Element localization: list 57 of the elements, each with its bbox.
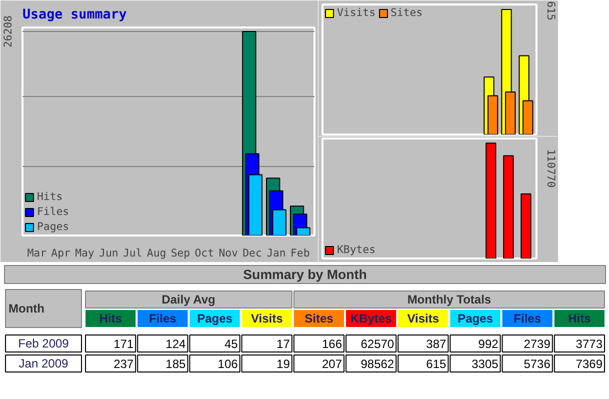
text: Month xyxy=(8,302,44,316)
x-tick-label: Dec xyxy=(242,246,262,260)
x-tick-label: Aug xyxy=(146,246,166,260)
data-label: 166 xyxy=(322,337,342,351)
data-label: 98562 xyxy=(360,357,394,371)
x-tick-label: Jan xyxy=(266,246,286,260)
data-label: 17 xyxy=(276,337,290,351)
data-label: 3773 xyxy=(576,337,603,351)
data-label: 185 xyxy=(166,357,186,371)
text: 110770 xyxy=(544,149,558,188)
text: Daily Avg xyxy=(162,292,216,306)
text: 615 xyxy=(544,1,558,20)
x-tick-label: Sites xyxy=(304,312,334,326)
y-tick-label: 26208 xyxy=(2,15,14,48)
x-tick-label: Hits xyxy=(568,312,592,326)
data-label: 45 xyxy=(224,337,238,351)
x-tick-label: Pages xyxy=(458,312,494,326)
chart-title: Usage summary xyxy=(22,8,127,22)
data-label: 3305 xyxy=(472,357,499,371)
x-tick-label: Jul xyxy=(122,246,142,260)
x-tick-label: Nov xyxy=(218,246,238,260)
x-tick-label: Mar xyxy=(27,246,48,260)
x-tick-label: Apr xyxy=(51,246,72,260)
data-label: 124 xyxy=(166,337,186,351)
legend-label: Sites xyxy=(390,6,423,19)
data-label: 237 xyxy=(114,357,134,371)
legend-label: Files xyxy=(37,205,70,218)
x-tick-label: Pages xyxy=(197,312,233,326)
x-tick-label: Files xyxy=(514,312,542,326)
legend-label: Visits xyxy=(337,6,376,19)
x-tick-label: Jun xyxy=(99,246,118,260)
data-label: 19 xyxy=(276,357,290,371)
x-tick-label: KBytes xyxy=(350,312,392,326)
x-tick-label: May xyxy=(75,246,94,260)
data-label: 171 xyxy=(114,337,134,351)
data-label: 207 xyxy=(322,357,342,371)
data-label: 7369 xyxy=(576,357,603,371)
chart-title: Summary by Month xyxy=(243,267,367,282)
x-tick-label: Oct xyxy=(194,246,214,260)
data-label: 5736 xyxy=(524,357,551,371)
data-label: 2739 xyxy=(524,337,551,351)
x-tick-label: Hits xyxy=(99,312,122,326)
data-label: 992 xyxy=(478,337,499,351)
x-tick-label: Visits xyxy=(250,312,284,326)
data-label: 387 xyxy=(426,337,447,351)
data-label: 106 xyxy=(218,357,238,371)
legend-label: Pages xyxy=(37,220,70,233)
x-tick-label: Feb xyxy=(290,246,310,260)
data-label: 62570 xyxy=(360,337,394,351)
x-tick-label: Files xyxy=(148,312,177,326)
x-tick-label: Sep xyxy=(170,246,190,260)
y-tick-label: Feb 2009 xyxy=(18,336,70,350)
data-label: 615 xyxy=(426,357,447,371)
text: Monthly Totals xyxy=(407,292,492,306)
y-tick-label: Jan 2009 xyxy=(18,356,69,370)
x-tick-label: Visits xyxy=(407,312,440,326)
legend-label: Hits xyxy=(37,190,63,203)
